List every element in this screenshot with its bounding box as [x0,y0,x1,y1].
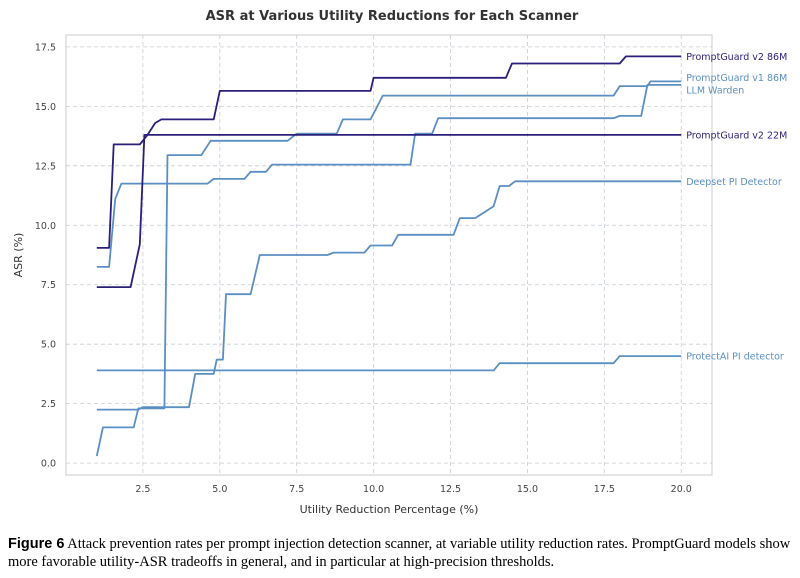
x-tick-label: 15.0 [517,484,538,495]
series-line-protectai-pi-detector [96,355,682,372]
y-tick-label: 12.5 [35,161,56,172]
caption-text: Attack prevention rates per prompt injec… [8,536,791,570]
series-label-protectai-pi-detector: ProtectAI PI detector [686,352,784,363]
figure-caption: Figure 6 Attack prevention rates per pro… [8,535,792,571]
x-axis-ticks: 2.5 5.0 7.5 10.0 12.5 15.0 17.5 20.0 [135,484,691,495]
series-label-promptguard-v2-86m: PromptGuard v2 86M [686,52,787,63]
series-line-llm-warden [96,84,682,268]
y-tick-label: 2.5 [41,399,56,410]
y-tick-label: 5.0 [41,340,56,351]
series-labels: PromptGuard v2 86M PromptGuard v1 86MLLM … [686,52,787,363]
x-tick-label: 2.5 [135,484,150,495]
y-axis-ticks: 0.0 2.5 5.0 7.5 10.0 12.5 15.0 17.5 [35,42,56,469]
x-tick-label: 10.0 [363,484,384,495]
x-tick-label: 12.5 [440,484,461,495]
series-line-promptguard-v1-86m [95,80,682,457]
series-label-promptguard-v2-22m: PromptGuard v2 22M [686,130,787,141]
series-line-deepset-pi-detector [96,180,682,411]
caption-label: Figure 6 [8,536,65,552]
series-line-promptguard-v2-22m [96,134,682,288]
series-label-promptguard-v1-86m: PromptGuard v1 86M [686,73,787,84]
x-tick-label: 17.5 [594,484,615,495]
y-tick-label: 7.5 [41,280,56,291]
series-label-llm-warden: LLM Warden [686,85,744,96]
series-line-promptguard-v2-86m [96,55,682,249]
x-tick-label: 20.0 [671,484,692,495]
x-tick-label: 5.0 [212,484,227,495]
series-label-deepset-pi-detector: Deepset PI Detector [686,177,782,188]
plot-area [65,34,713,476]
series-group [95,55,682,457]
y-tick-label: 10.0 [35,221,56,232]
y-tick-label: 15.0 [35,102,56,113]
grid [66,35,712,475]
y-tick-label: 0.0 [41,459,56,470]
y-axis-label: ASR (%) [12,233,25,278]
x-axis-label: Utility Reduction Percentage (%) [300,503,479,516]
x-tick-label: 7.5 [289,484,304,495]
y-tick-label: 17.5 [35,42,56,53]
chart: ASR at Various Utility Reductions for Ea… [12,9,787,516]
chart-title: ASR at Various Utility Reductions for Ea… [206,9,579,24]
